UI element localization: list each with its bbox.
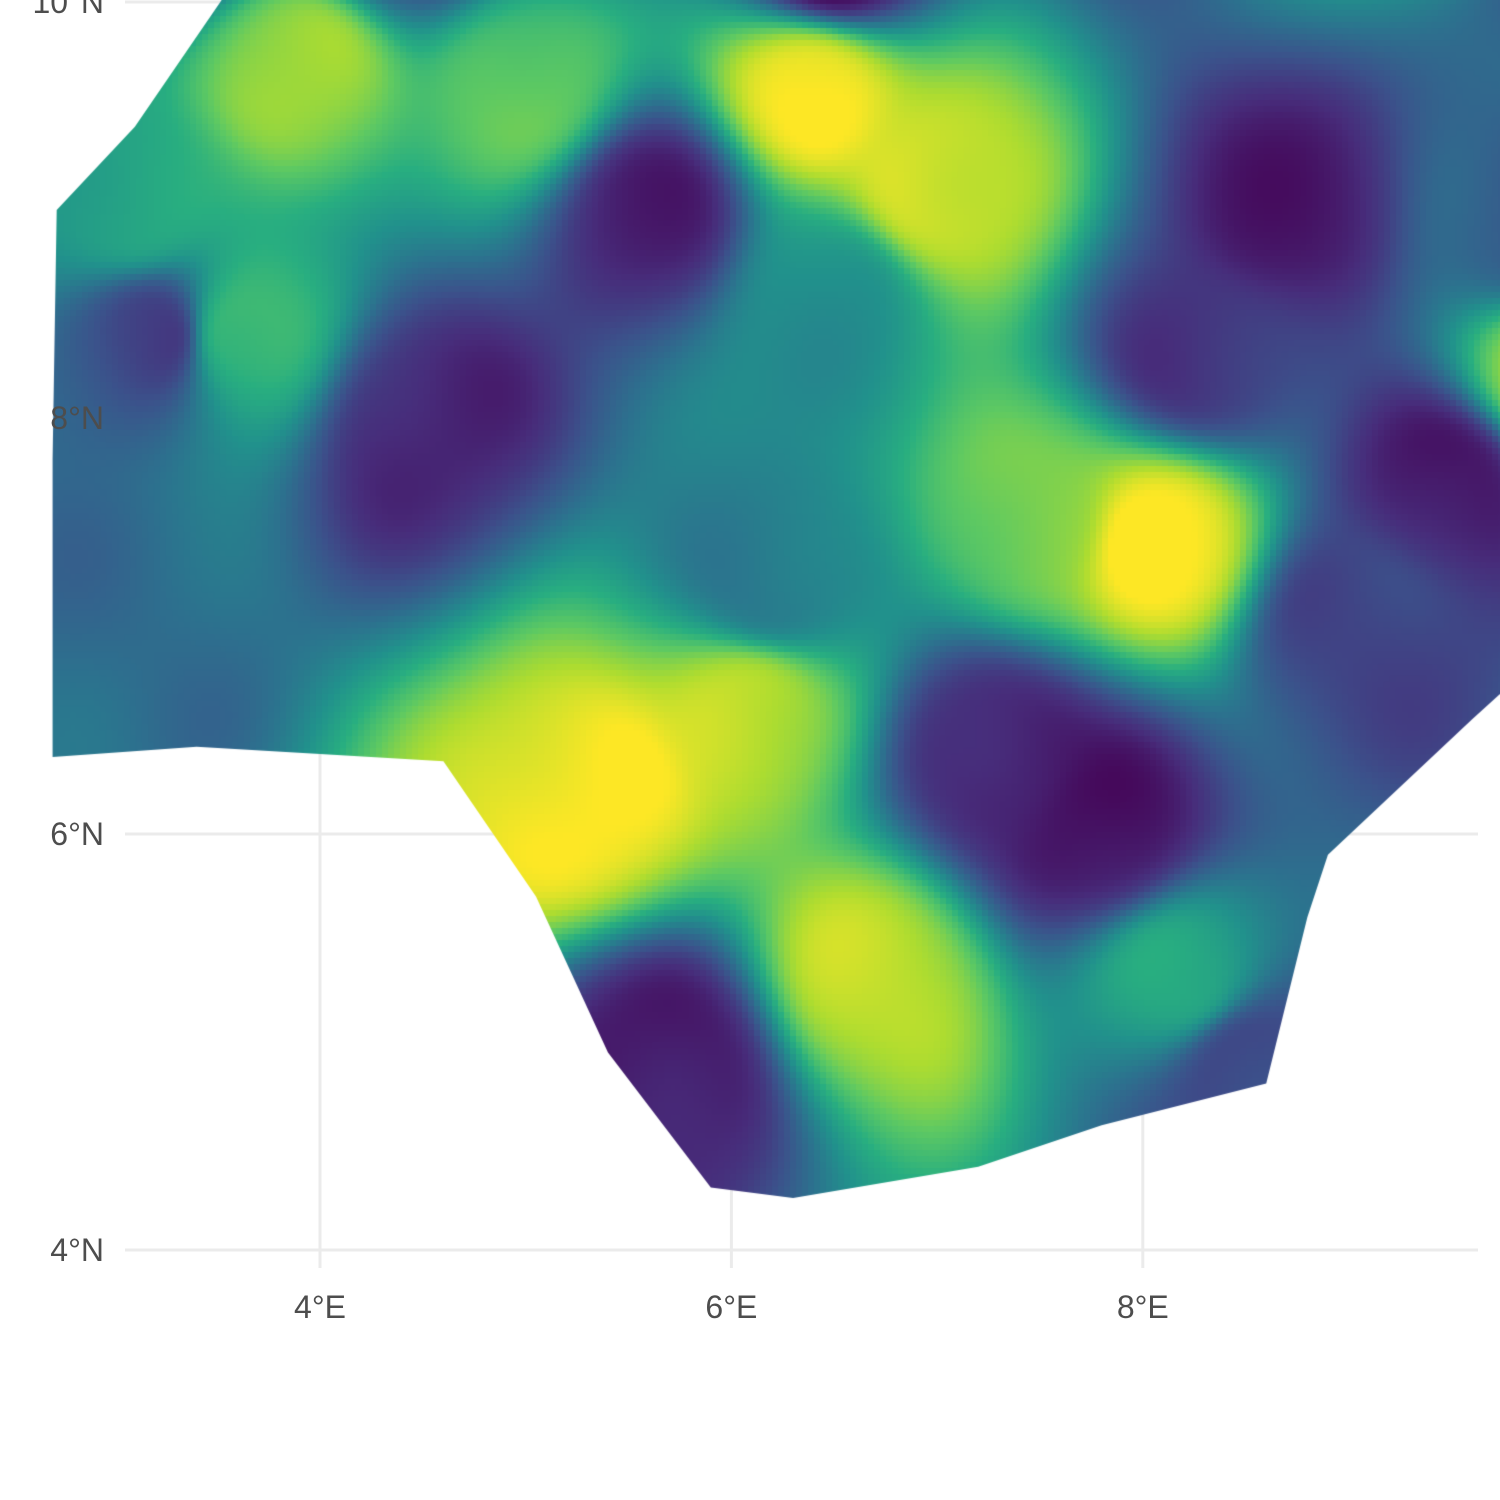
x-tick-label: 6°E — [705, 1289, 757, 1325]
y-tick-label: 6°N — [50, 816, 104, 852]
x-tick-label: 4°E — [294, 1289, 346, 1325]
y-tick-label: 10°N — [33, 0, 105, 20]
x-tick-label: 8°E — [1117, 1289, 1169, 1325]
y-tick-label: 4°N — [50, 1232, 104, 1268]
y-tick-label: 8°N — [50, 400, 104, 436]
axis-labels: 4°E6°E8°E10°E12°E14°E4°N6°N8°N10°N12°N14… — [33, 0, 1169, 1325]
